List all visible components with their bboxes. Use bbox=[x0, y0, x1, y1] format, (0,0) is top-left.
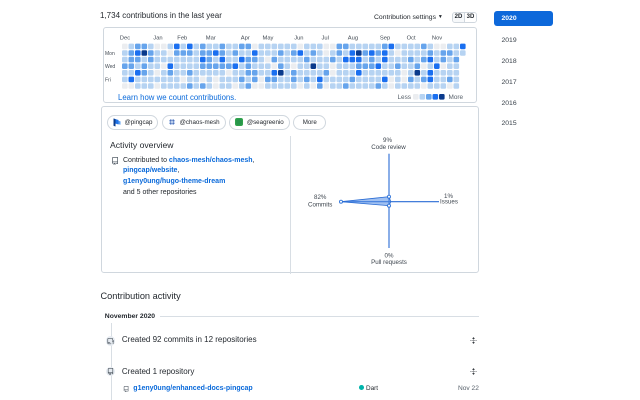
svg-text:May: May bbox=[263, 35, 274, 41]
svg-text:Feb: Feb bbox=[177, 35, 187, 41]
svg-text:Oct: Oct bbox=[407, 35, 416, 41]
svg-text:Commits: Commits bbox=[308, 202, 332, 209]
svg-text:Pull requests: Pull requests bbox=[371, 259, 407, 266]
svg-text:Nov: Nov bbox=[432, 35, 442, 41]
svg-text:Fri: Fri bbox=[105, 77, 111, 83]
svg-text:Code review: Code review bbox=[371, 144, 406, 151]
svg-text:0%: 0% bbox=[385, 253, 394, 260]
svg-text:82%: 82% bbox=[314, 194, 327, 201]
svg-text:Mar: Mar bbox=[206, 35, 216, 41]
svg-text:Jul: Jul bbox=[322, 35, 329, 41]
svg-text:Wed: Wed bbox=[105, 64, 115, 70]
svg-text:Issues: Issues bbox=[440, 199, 458, 206]
svg-text:Apr: Apr bbox=[241, 35, 250, 41]
svg-text:Dec: Dec bbox=[120, 35, 130, 41]
svg-text:Mon: Mon bbox=[105, 51, 115, 57]
svg-text:Jun: Jun bbox=[294, 35, 303, 41]
svg-text:Aug: Aug bbox=[348, 35, 358, 41]
svg-text:1%: 1% bbox=[444, 193, 453, 200]
svg-text:Jan: Jan bbox=[153, 35, 162, 41]
svg-text:9%: 9% bbox=[383, 137, 392, 144]
svg-text:Sep: Sep bbox=[380, 35, 390, 41]
